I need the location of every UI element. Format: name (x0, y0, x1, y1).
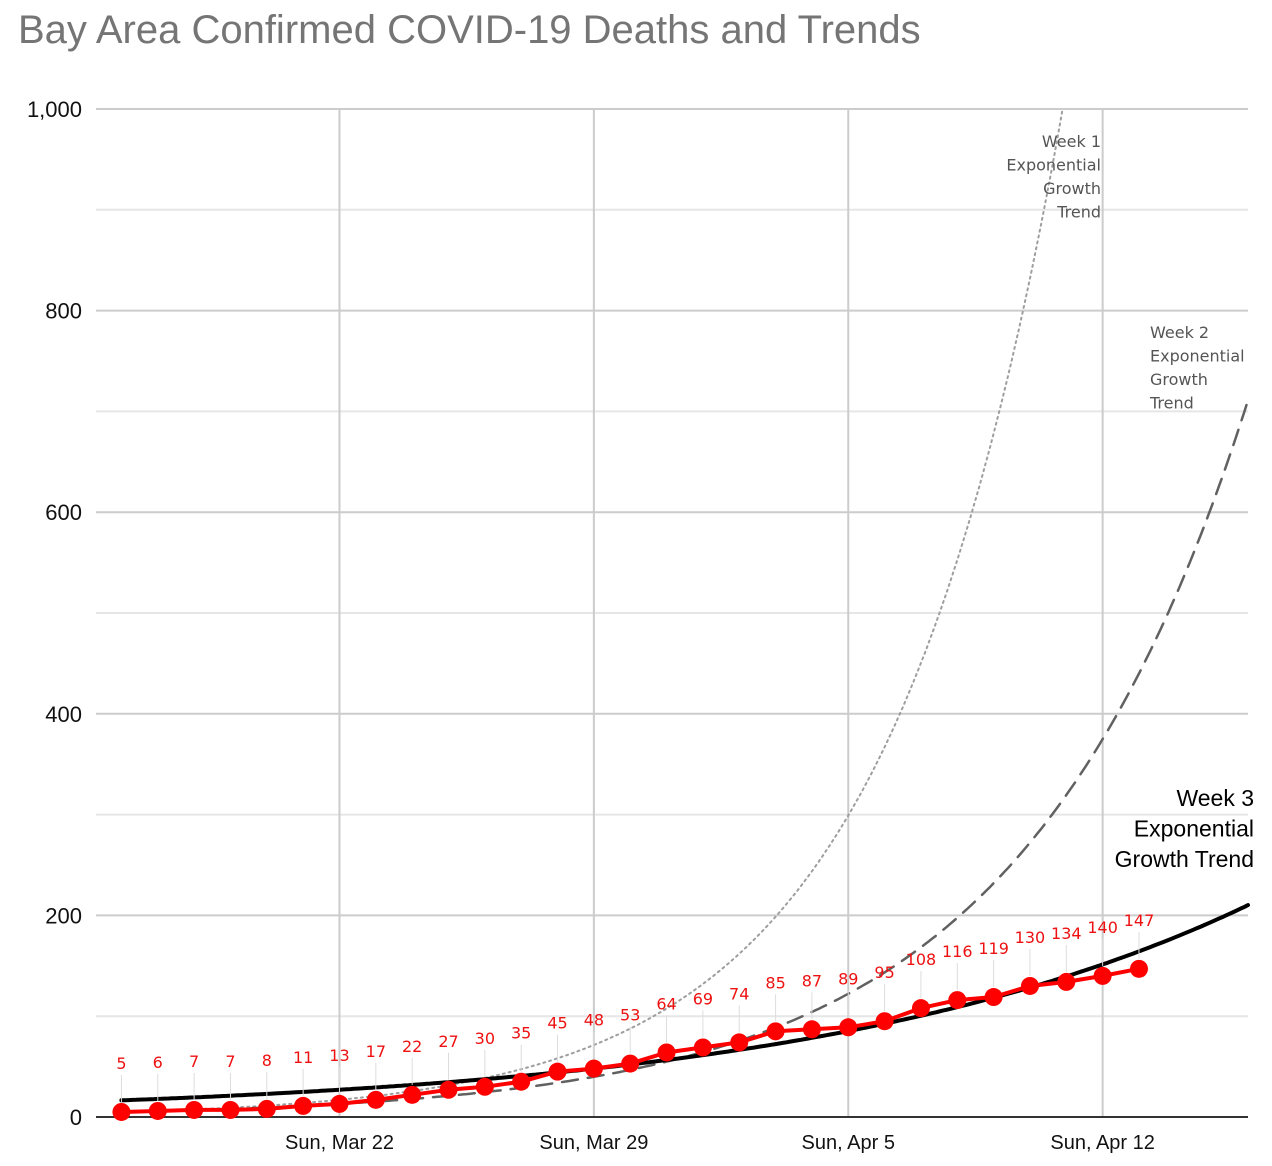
data-label: 5 (116, 1054, 126, 1073)
data-point (185, 1100, 204, 1119)
data-label: 119 (978, 939, 1009, 958)
data-label: 134 (1051, 924, 1082, 943)
data-point (621, 1054, 640, 1073)
trend-label-week-1: Exponential (1006, 156, 1101, 175)
data-point (839, 1018, 858, 1037)
data-point (148, 1101, 167, 1120)
data-label: 116 (942, 942, 973, 961)
y-tick-label: 0 (70, 1105, 82, 1130)
trend-label-week-1: Growth (1043, 179, 1101, 198)
x-axis-ticks: Sun, Mar 22 Sun, Mar 29 Sun, Apr 5 Sun, Apr… (285, 1132, 1155, 1154)
data-label: 130 (1015, 928, 1046, 947)
y-tick-label: 1,000 (27, 97, 82, 122)
x-tick-label: Sun, Apr 12 (1050, 1132, 1155, 1154)
trend-label-week-2: Trend (1149, 394, 1194, 413)
data-point (403, 1085, 422, 1104)
trend-label-week-1: Week 1 (1042, 132, 1101, 151)
data-label: 30 (475, 1029, 495, 1048)
data-point (112, 1102, 131, 1121)
trend-label-week-3: Week 3 (1176, 785, 1254, 811)
x-tick-label: Sun, Mar 29 (539, 1132, 648, 1154)
data-label: 8 (262, 1051, 272, 1070)
data-label: 53 (620, 1006, 640, 1025)
data-point (512, 1072, 531, 1091)
data-point (802, 1020, 821, 1039)
data-point (330, 1094, 349, 1113)
trend-label-week-1: Trend (1056, 203, 1101, 222)
x-tick-label: Sun, Apr 5 (802, 1132, 895, 1154)
data-label: 7 (225, 1052, 235, 1071)
data-point (730, 1033, 749, 1052)
data-point (475, 1077, 494, 1096)
trend-lines (119, 108, 1250, 1114)
data-point (1093, 966, 1112, 985)
trend-label-week-3: Growth Trend (1115, 846, 1254, 872)
trend-label-week-2: Growth (1150, 370, 1208, 389)
chart-title: Bay Area Confirmed COVID-19 Deaths and T… (18, 8, 921, 52)
data-point (948, 991, 967, 1010)
y-tick-label: 200 (45, 903, 82, 928)
data-point (911, 999, 930, 1018)
data-point (584, 1059, 603, 1078)
x-tick-label: Sun, Mar 22 (285, 1132, 394, 1154)
data-label: 48 (584, 1011, 604, 1030)
trend-label-week-2: Exponential (1150, 347, 1245, 366)
data-point (294, 1096, 313, 1115)
grid (96, 108, 1248, 1118)
data-point (766, 1022, 785, 1041)
data-label: 7 (189, 1052, 199, 1071)
data-point (1020, 976, 1039, 995)
trend-line-week-1 (120, 108, 1064, 1113)
data-label: 27 (438, 1032, 458, 1051)
data-label: 45 (547, 1014, 567, 1033)
data-point (1129, 959, 1148, 978)
y-tick-label: 600 (45, 500, 82, 525)
data-label: 11 (293, 1048, 313, 1067)
trend-label-week-3: Exponential (1134, 816, 1254, 842)
data-label: 17 (366, 1042, 386, 1061)
data-point (221, 1100, 240, 1119)
data-label: 89 (838, 969, 858, 988)
data-label: 108 (906, 950, 937, 969)
data-label: 64 (656, 994, 676, 1013)
data-point (257, 1099, 276, 1118)
data-point (439, 1080, 458, 1099)
trend-labels: Week 1 Exponential Growth Trend Week 2 Expone… (1006, 132, 1254, 872)
data-point (366, 1090, 385, 1109)
data-label: 147 (1124, 911, 1155, 930)
data-label: 22 (402, 1037, 422, 1056)
data-point (984, 988, 1003, 1007)
data-label: 87 (802, 971, 822, 990)
data-point (1057, 972, 1076, 991)
data-point (693, 1038, 712, 1057)
y-axis-ticks: 0 200 400 600 800 1,000 (27, 97, 82, 1130)
trend-line-week-2 (120, 398, 1250, 1114)
trend-label-week-2: Week 2 (1150, 323, 1209, 342)
data-label: 74 (729, 984, 749, 1003)
y-tick-label: 800 (45, 299, 82, 324)
data-label: 13 (329, 1046, 349, 1065)
data-label: 69 (693, 989, 713, 1008)
y-tick-label: 400 (45, 702, 82, 727)
data-point (657, 1043, 676, 1062)
data-point (875, 1012, 894, 1031)
data-label: 140 (1087, 918, 1118, 937)
data-point (548, 1062, 567, 1081)
data-label: 85 (765, 973, 785, 992)
data-label: 95 (874, 963, 894, 982)
data-label: 6 (153, 1053, 163, 1072)
data-label: 35 (511, 1024, 531, 1043)
data-series: 5 6 7 7 8 11 13 17 22 27 30 35 45 48 53 64 69 74 85 87 89 95 1… (112, 911, 1154, 1121)
